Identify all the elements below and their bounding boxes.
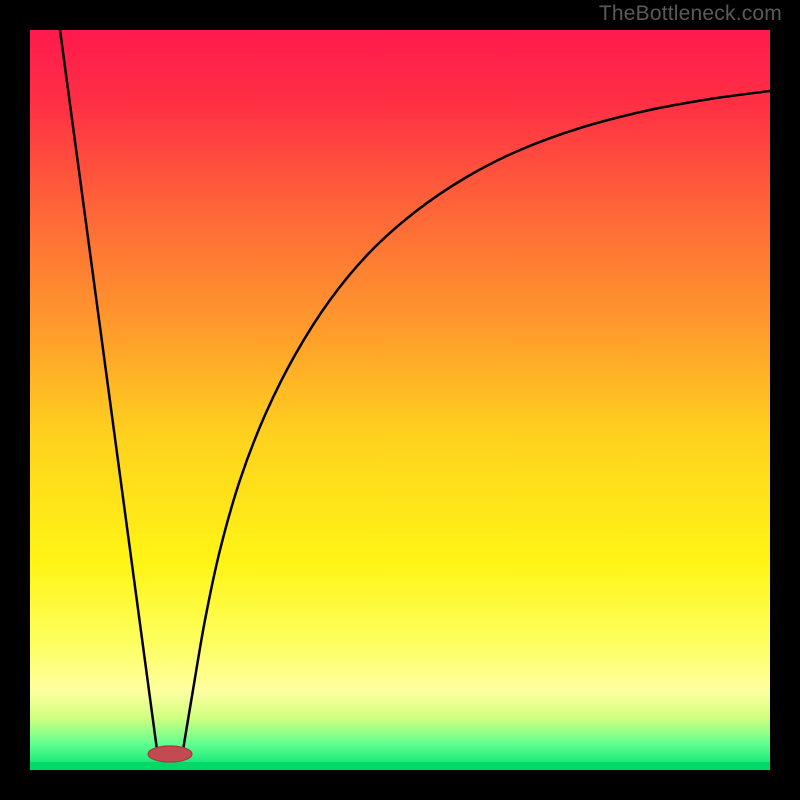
chart-svg	[30, 30, 770, 770]
bottom-green-band	[30, 762, 770, 770]
watermark-text: TheBottleneck.com	[599, 2, 782, 26]
chart-plot-area	[30, 30, 770, 770]
minimum-marker	[148, 746, 192, 762]
gradient-background	[30, 30, 770, 770]
